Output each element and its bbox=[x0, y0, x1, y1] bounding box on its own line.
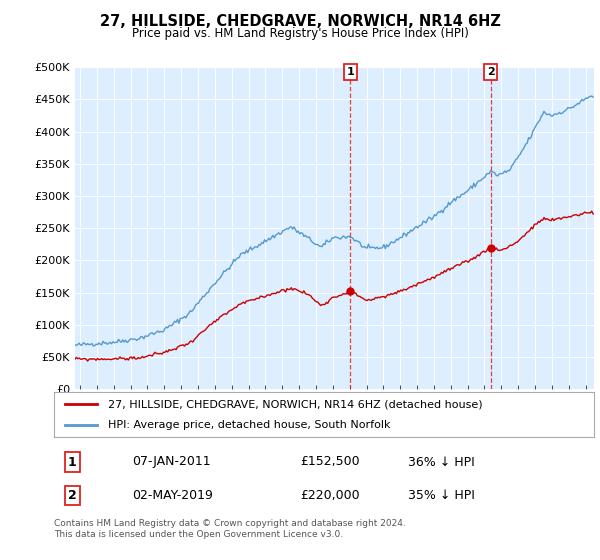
Text: £220,000: £220,000 bbox=[300, 489, 359, 502]
Text: 07-JAN-2011: 07-JAN-2011 bbox=[132, 455, 211, 469]
Text: 02-MAY-2019: 02-MAY-2019 bbox=[132, 489, 213, 502]
Text: 27, HILLSIDE, CHEDGRAVE, NORWICH, NR14 6HZ (detached house): 27, HILLSIDE, CHEDGRAVE, NORWICH, NR14 6… bbox=[108, 399, 482, 409]
Text: 27, HILLSIDE, CHEDGRAVE, NORWICH, NR14 6HZ: 27, HILLSIDE, CHEDGRAVE, NORWICH, NR14 6… bbox=[100, 14, 500, 29]
Text: HPI: Average price, detached house, South Norfolk: HPI: Average price, detached house, Sout… bbox=[108, 419, 391, 430]
Text: 36% ↓ HPI: 36% ↓ HPI bbox=[408, 455, 475, 469]
Text: 2: 2 bbox=[487, 67, 494, 77]
Text: 2: 2 bbox=[68, 489, 76, 502]
Text: Contains HM Land Registry data © Crown copyright and database right 2024.
This d: Contains HM Land Registry data © Crown c… bbox=[54, 520, 406, 539]
Text: £152,500: £152,500 bbox=[300, 455, 359, 469]
Text: 1: 1 bbox=[346, 67, 354, 77]
Text: Price paid vs. HM Land Registry's House Price Index (HPI): Price paid vs. HM Land Registry's House … bbox=[131, 27, 469, 40]
Text: 35% ↓ HPI: 35% ↓ HPI bbox=[408, 489, 475, 502]
Text: 1: 1 bbox=[68, 455, 76, 469]
